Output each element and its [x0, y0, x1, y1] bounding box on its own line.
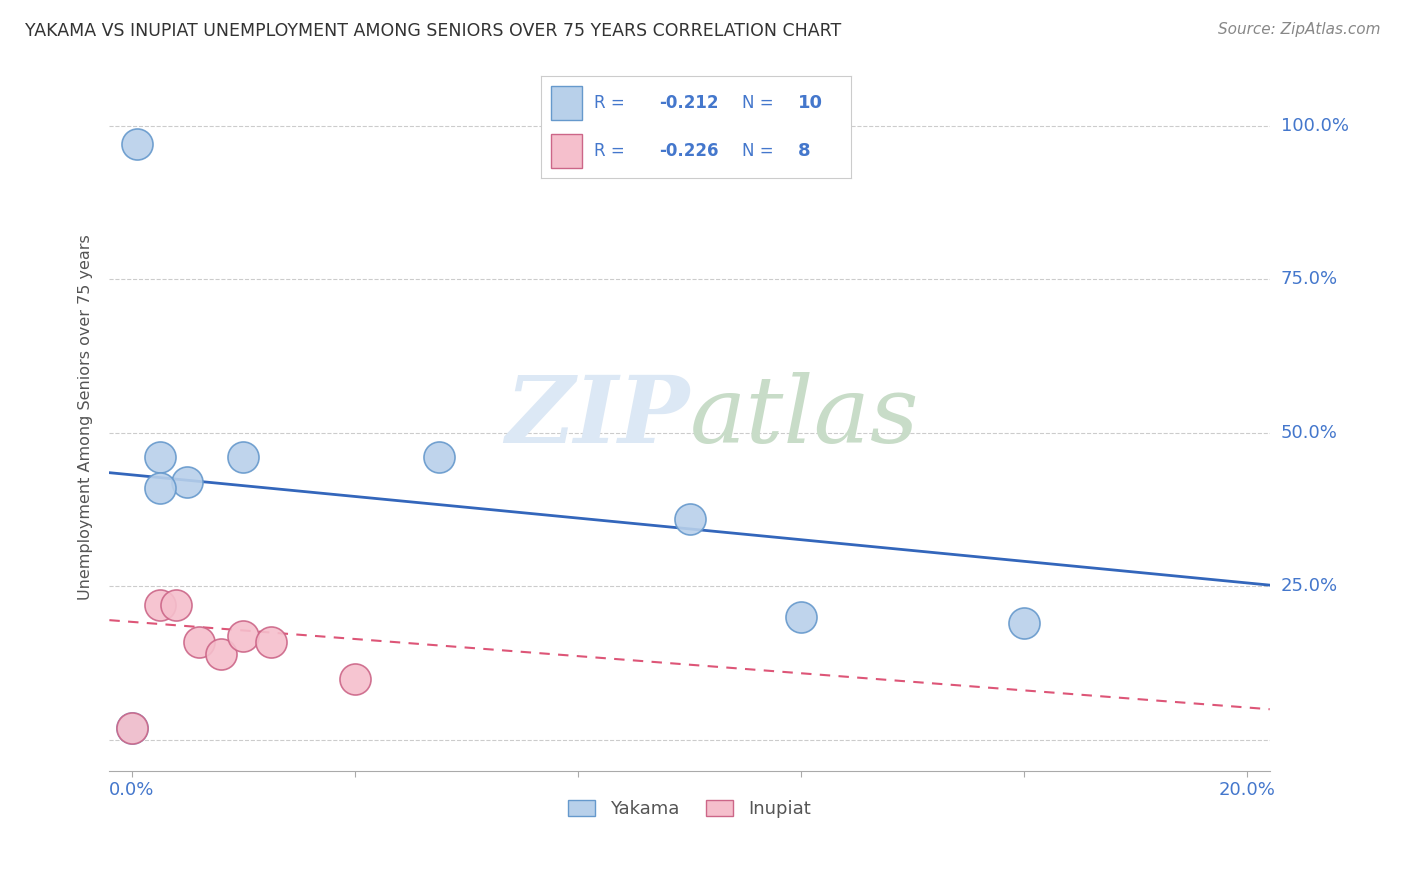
- Text: YAKAMA VS INUPIAT UNEMPLOYMENT AMONG SENIORS OVER 75 YEARS CORRELATION CHART: YAKAMA VS INUPIAT UNEMPLOYMENT AMONG SEN…: [25, 22, 842, 40]
- Text: Source: ZipAtlas.com: Source: ZipAtlas.com: [1218, 22, 1381, 37]
- Point: [1012, 616, 1035, 631]
- Point: [678, 512, 700, 526]
- Point: [121, 721, 143, 735]
- Y-axis label: Unemployment Among Seniors over 75 years: Unemployment Among Seniors over 75 years: [79, 235, 93, 600]
- Point: [209, 647, 232, 661]
- Point: [260, 634, 283, 648]
- Text: N =: N =: [742, 142, 779, 161]
- Bar: [551, 135, 582, 168]
- Text: N =: N =: [742, 94, 779, 112]
- Legend: Yakama, Inupiat: Yakama, Inupiat: [561, 793, 818, 825]
- Text: -0.226: -0.226: [659, 142, 718, 161]
- Text: 50.0%: 50.0%: [1281, 424, 1337, 442]
- Text: 10: 10: [799, 94, 823, 112]
- Text: 75.0%: 75.0%: [1281, 270, 1339, 288]
- Point: [187, 634, 209, 648]
- Text: atlas: atlas: [689, 372, 920, 462]
- Point: [427, 450, 450, 465]
- Point: [232, 450, 254, 465]
- Point: [149, 481, 172, 495]
- Text: 8: 8: [799, 142, 811, 161]
- Point: [149, 450, 172, 465]
- Point: [165, 598, 187, 612]
- Text: R =: R =: [593, 142, 630, 161]
- Bar: [551, 87, 582, 120]
- Point: [149, 598, 172, 612]
- Point: [127, 136, 149, 151]
- Point: [176, 475, 198, 489]
- Point: [343, 672, 366, 686]
- Text: 25.0%: 25.0%: [1281, 577, 1339, 595]
- Text: -0.212: -0.212: [659, 94, 718, 112]
- Point: [790, 610, 813, 624]
- Point: [232, 628, 254, 642]
- Text: R =: R =: [593, 94, 630, 112]
- Point: [121, 721, 143, 735]
- Text: ZIP: ZIP: [505, 372, 689, 462]
- Text: 100.0%: 100.0%: [1281, 117, 1348, 135]
